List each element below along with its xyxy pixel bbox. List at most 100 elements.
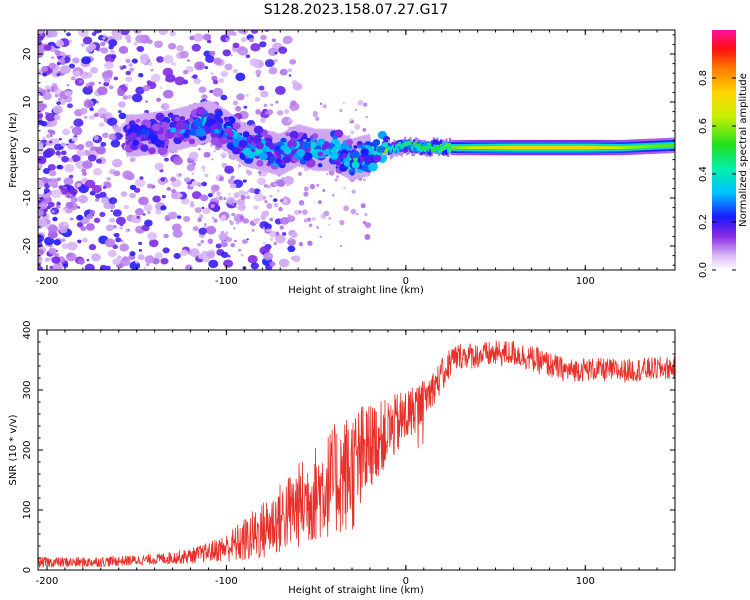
noise-point [162,247,170,254]
noise-point [47,201,55,208]
noise-point [145,263,150,267]
band-cell [637,145,640,149]
noise-point [133,187,141,193]
noise-point [273,59,278,63]
band-cell [389,147,392,153]
band-cell [599,146,602,150]
noise-point [231,212,236,217]
noise-point [249,187,255,194]
noise-point [99,184,103,187]
noise-point [38,218,48,228]
noise-point [135,208,144,216]
noise-point [322,188,326,192]
noise-point [363,102,368,107]
ridge-point [282,155,292,164]
noise-point [193,77,201,85]
band-cell [536,146,540,150]
noise-point [112,209,122,217]
band-cell [434,146,437,150]
noise-point [38,179,45,189]
noise-point [266,229,270,233]
colorbar-tick-label: 0.2 [698,214,709,230]
ridge-point [232,122,241,130]
noise-point [133,42,138,46]
noise-point [85,45,94,53]
noise-point [334,178,338,182]
ridge-point [176,120,186,130]
band-cell [544,146,547,150]
noise-point [108,133,117,141]
band-cell [561,146,565,150]
ridge-point [320,141,325,145]
noise-point [228,193,231,196]
noise-point [45,133,52,139]
noise-point [343,205,349,212]
band-cell [552,146,556,150]
noise-point [69,217,74,221]
noise-point [354,108,358,112]
noise-point [84,72,89,76]
noise-point [56,101,61,106]
noise-point [273,182,278,187]
noise-point [142,84,151,92]
noise-point [219,176,224,182]
band-cell [398,142,401,146]
noise-point [115,216,126,226]
ridge-band [387,136,675,160]
noise-point [298,242,304,247]
band-cell [517,146,520,150]
band-cell [418,146,421,151]
noise-point [279,225,284,230]
band-cell [646,145,649,148]
ridge-point [174,133,179,138]
noise-point [177,193,183,198]
noise-point [119,65,123,69]
noise-point [131,58,138,64]
noise-point [235,105,242,112]
noise-point [61,155,69,163]
noise-point [182,216,191,223]
noise-point [52,105,64,114]
noise-point [45,112,56,122]
noise-point [279,199,284,203]
noise-point [245,191,249,195]
noise-point [339,219,345,226]
band-cell [504,146,507,150]
noise-point [223,259,234,268]
band-cell [427,143,430,148]
noise-point [192,74,198,79]
ridge-point [351,161,360,169]
signal-ridge [123,99,675,182]
band-cell [527,146,531,150]
noise-point [254,97,261,102]
noise-point [189,248,200,257]
noise-point [168,42,177,50]
noise-point [356,213,359,216]
noise-point [194,158,198,162]
noise-point [350,130,355,135]
noise-point [362,128,367,132]
noise-point [47,178,58,187]
noise-point [109,217,116,223]
noise-point [118,110,122,114]
band-cell [457,146,461,150]
noise-point [161,194,166,199]
noise-point [171,189,176,194]
ridge-point [290,146,295,151]
noise-point [211,158,214,161]
noise-point [107,249,117,258]
noise-point [205,55,215,63]
noise-point [204,66,209,70]
noise-point [53,114,61,121]
noise-point [38,156,44,163]
noise-point [339,244,343,248]
noise-point [39,237,43,240]
noise-point [67,54,71,58]
noise-point [145,100,148,103]
ridge-point [167,112,174,118]
band-cell [606,146,610,150]
noise-point [110,209,113,212]
band-cell [414,142,418,148]
noise-point [260,214,267,221]
band-cell [423,147,426,153]
